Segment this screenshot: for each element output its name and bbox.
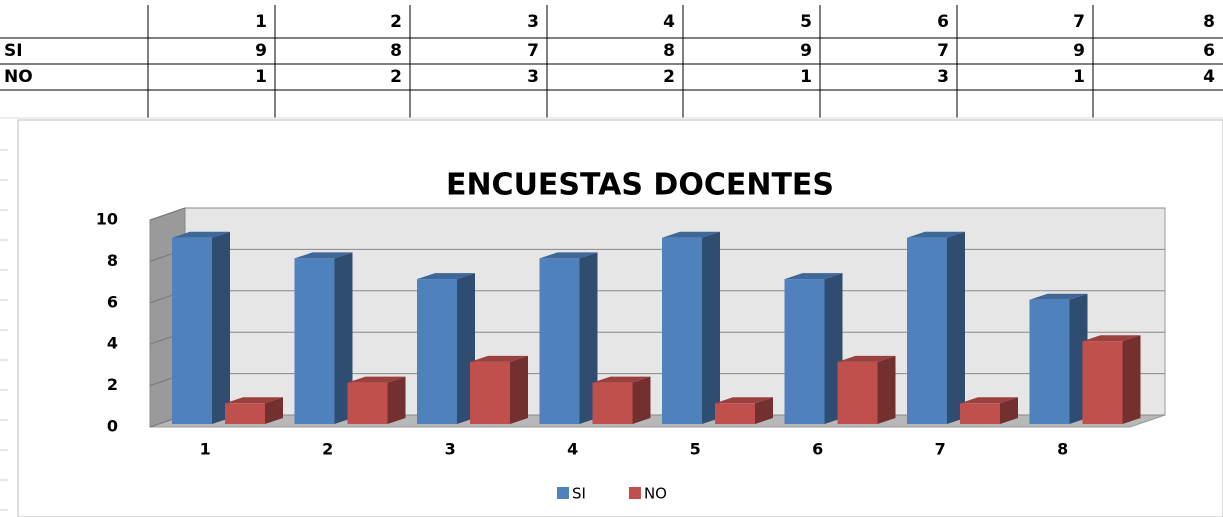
value-cell: 9 xyxy=(1073,41,1085,61)
value-cell: 3 xyxy=(527,67,539,87)
bar-side xyxy=(387,376,406,424)
bar-side xyxy=(632,376,651,424)
bar-top xyxy=(907,231,965,238)
legend-label: SI xyxy=(572,485,586,503)
bar-side xyxy=(265,397,283,424)
value-cell: 6 xyxy=(1203,41,1215,61)
value-cell: 1 xyxy=(255,67,267,87)
header-cell: 7 xyxy=(1073,12,1085,32)
legend-label: NO xyxy=(644,485,667,503)
bar-side xyxy=(334,252,353,424)
x-tick-label: 7 xyxy=(935,440,946,459)
bar-side xyxy=(510,355,528,424)
bar xyxy=(294,258,335,424)
bar-side xyxy=(579,252,598,424)
bar xyxy=(172,237,212,424)
bar-top xyxy=(347,376,406,383)
bar-top xyxy=(294,252,353,259)
row-label: SI xyxy=(4,41,23,61)
bar xyxy=(347,382,388,424)
y-tick-label: 8 xyxy=(107,251,118,270)
x-tick-label: 8 xyxy=(1057,440,1068,459)
y-tick-label: 10 xyxy=(96,210,118,229)
bar-top xyxy=(470,355,528,362)
value-cell: 4 xyxy=(1203,67,1215,87)
value-cell: 3 xyxy=(937,67,949,87)
x-tick-label: 3 xyxy=(445,440,456,459)
bar xyxy=(417,279,457,424)
grid-line xyxy=(149,207,186,221)
bar-side xyxy=(947,231,965,424)
legend-swatch xyxy=(557,487,569,499)
bar-side xyxy=(877,355,896,424)
bar-side xyxy=(702,231,720,424)
bar xyxy=(960,403,1000,424)
chart-title: ENCUESTAS DOCENTES xyxy=(446,168,834,203)
bar-top xyxy=(715,397,773,404)
legend-swatch xyxy=(628,487,641,499)
bar xyxy=(837,361,878,424)
value-cell: 8 xyxy=(663,41,675,61)
bar-top xyxy=(417,273,475,280)
bar xyxy=(1082,341,1123,424)
x-tick-label: 6 xyxy=(812,440,823,459)
value-cell: 9 xyxy=(800,41,812,61)
value-cell: 1 xyxy=(1073,67,1085,87)
bar xyxy=(715,403,755,424)
bar xyxy=(662,237,702,424)
header-cell: 6 xyxy=(937,12,949,32)
bar-side xyxy=(212,231,230,424)
bar-top xyxy=(1029,293,1088,300)
bar-top xyxy=(837,355,896,362)
row-label: NO xyxy=(4,67,33,87)
bar xyxy=(907,237,947,424)
header-cell: 4 xyxy=(663,12,675,32)
y-tick-label: 4 xyxy=(107,334,118,353)
bar-top xyxy=(172,231,230,238)
y-tick-label: 6 xyxy=(107,292,118,311)
bar-top xyxy=(662,231,720,238)
bar xyxy=(1029,299,1070,424)
header-cell: 3 xyxy=(527,12,539,32)
bar xyxy=(539,258,580,424)
bar-side xyxy=(755,397,773,424)
value-cell: 7 xyxy=(527,41,539,61)
header-cell: 1 xyxy=(255,12,267,32)
bar-top xyxy=(960,397,1018,404)
header-cell: 8 xyxy=(1203,12,1215,32)
bar-side xyxy=(1000,397,1018,424)
bar-top xyxy=(592,376,651,383)
bar xyxy=(784,279,825,424)
x-tick-label: 4 xyxy=(567,440,578,459)
value-cell: 7 xyxy=(937,41,949,61)
bar-top xyxy=(539,252,598,259)
value-cell: 1 xyxy=(800,67,812,87)
bar xyxy=(470,361,510,424)
x-tick-label: 1 xyxy=(200,440,211,459)
bar-top xyxy=(784,273,843,280)
header-cell: 2 xyxy=(390,12,402,32)
y-tick-label: 0 xyxy=(107,417,118,436)
bar xyxy=(592,382,633,424)
y-tick-label: 2 xyxy=(107,375,118,394)
value-cell: 9 xyxy=(255,41,267,61)
bar-side xyxy=(1122,335,1141,424)
header-cell: 5 xyxy=(800,12,812,32)
bar-top xyxy=(1082,335,1141,342)
x-tick-label: 2 xyxy=(322,440,333,459)
x-tick-label: 5 xyxy=(690,440,701,459)
bar xyxy=(225,403,265,424)
value-cell: 2 xyxy=(663,67,675,87)
value-cell: 8 xyxy=(390,41,402,61)
bar-top xyxy=(225,397,283,404)
value-cell: 2 xyxy=(390,67,402,87)
